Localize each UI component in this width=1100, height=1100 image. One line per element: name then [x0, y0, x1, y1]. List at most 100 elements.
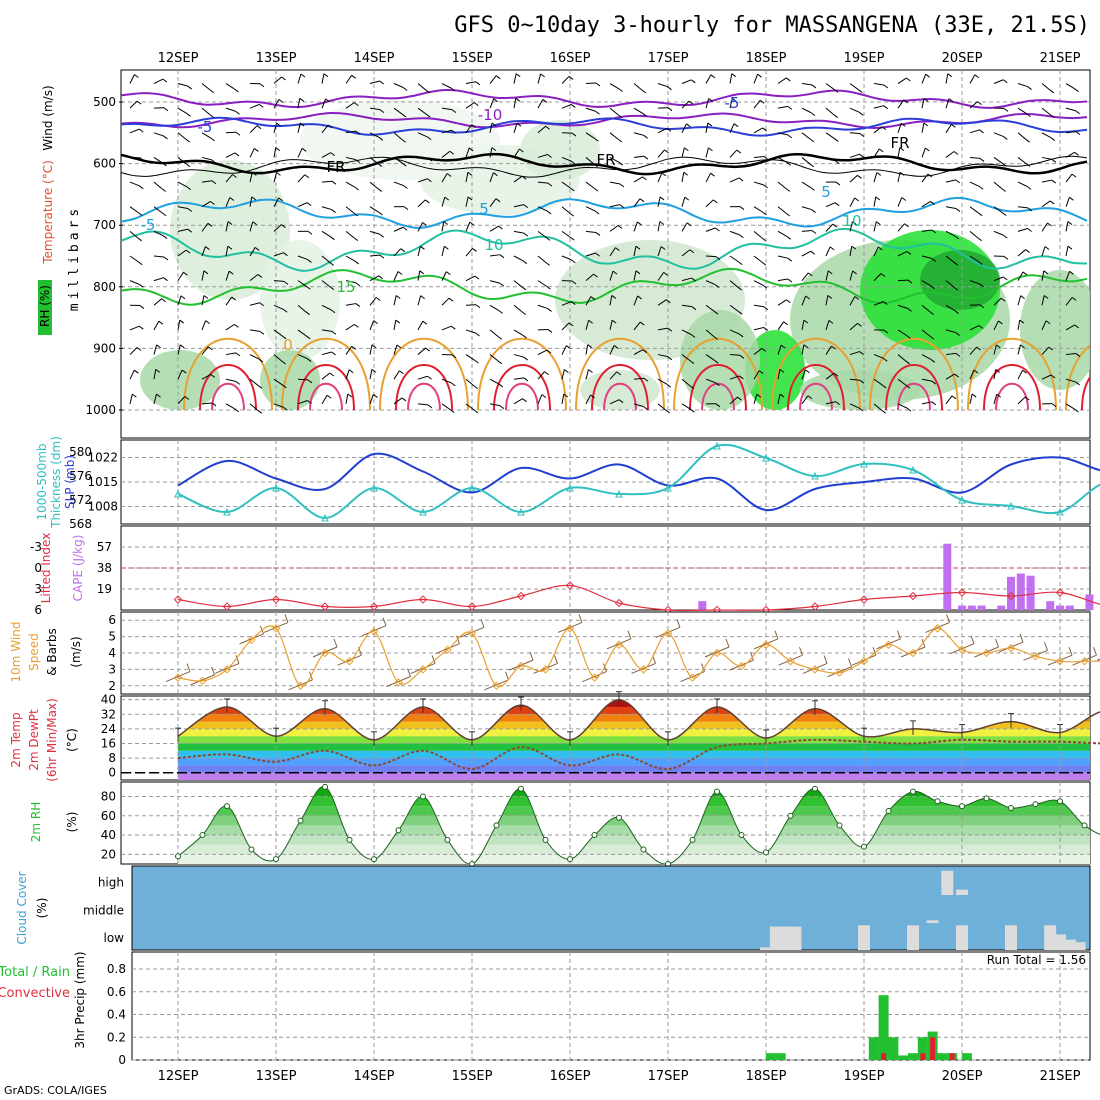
wind-barb: [417, 107, 427, 115]
wind-barb-flag: [811, 230, 817, 234]
wind-barb-flag: [1045, 320, 1051, 325]
wind10m-barb: [533, 662, 558, 674]
wind-barb: [849, 174, 858, 183]
wind-barb-flag: [635, 245, 641, 250]
wind-barb-flag: [905, 360, 910, 365]
wind-label-1: 10m Wind: [9, 622, 23, 683]
wind-barb: [633, 155, 644, 158]
wind-barb: [345, 130, 356, 134]
wind-barb-flag: [354, 323, 359, 328]
wind-barb-flag: [134, 369, 139, 374]
warm-contour: [897, 382, 931, 411]
wind-barb-flag: [155, 368, 161, 373]
wind-barb-flag: [163, 107, 169, 112]
wind-barb: [681, 196, 686, 207]
date-label-top: 15SEP: [452, 51, 493, 66]
wind10m-barb-flag: [725, 638, 730, 648]
wind-barb: [681, 123, 687, 134]
wind-barb: [801, 206, 812, 211]
wind-barb: [945, 373, 955, 380]
wind10m-barb: [778, 654, 803, 666]
wind-barb-flag: [1067, 245, 1073, 250]
wind-barb-flag: [570, 160, 576, 165]
rh-point: [199, 832, 206, 839]
wind-barb-flag: [737, 310, 743, 315]
wind10m-barb: [925, 621, 950, 633]
wind-barb: [201, 201, 211, 208]
wind-barb: [489, 225, 499, 232]
wind-barb-flag: [306, 358, 312, 362]
wind-barb-flag: [974, 74, 980, 79]
wind-barb: [945, 304, 955, 311]
cloud-level-label: low: [104, 931, 125, 945]
wind-barb: [345, 323, 355, 331]
wind-barb: [873, 148, 880, 158]
wind-barb: [921, 122, 925, 133]
warm-contour: [281, 337, 371, 411]
wind-barb-flag: [663, 271, 668, 276]
wind-barb: [369, 275, 379, 282]
wind-barb: [273, 403, 284, 408]
wind-barb: [705, 122, 709, 133]
cape-bar: [1026, 575, 1035, 610]
wind-barb-flag: [691, 277, 696, 282]
wind-barb-flag: [252, 221, 258, 226]
wind-barb: [441, 325, 452, 331]
wind10m-point: [1006, 643, 1016, 653]
thickness-point: [909, 465, 917, 474]
wind-barb: [321, 152, 332, 158]
contour-label: 10: [842, 212, 861, 230]
wind-barb: [489, 280, 500, 284]
wind-barb: [1017, 344, 1021, 355]
wind-barb-flag: [378, 275, 384, 280]
wind-barb: [465, 403, 475, 411]
wind10m-barb-flag: [1019, 633, 1024, 643]
wind-barb-flag: [137, 237, 142, 242]
wind10m-barb: [704, 646, 730, 658]
wind-barb-flag: [325, 98, 330, 103]
wind-barb-flag: [163, 277, 168, 282]
wind-barb-flag: [547, 154, 552, 158]
wind-barb: [1065, 403, 1075, 410]
precip-tick: 0.4: [107, 1008, 126, 1022]
cloud-bar: [941, 870, 954, 895]
wind-barb: [393, 271, 399, 281]
contour-label: FR: [326, 158, 345, 176]
wind-barb: [705, 255, 717, 258]
wind-barb: [1065, 271, 1071, 281]
wind-barb-flag: [373, 320, 378, 324]
wind10m-point: [933, 624, 942, 633]
wind-barb-flag: [1047, 222, 1052, 227]
wind-barb-flag: [158, 320, 164, 325]
slp-tick: 1008: [87, 500, 118, 514]
wind-barb-flag: [427, 375, 432, 380]
wind-barb: [201, 83, 211, 91]
wind-barb-flag: [979, 283, 984, 288]
wind-barb-flag: [544, 371, 549, 376]
wind-barb-flag: [827, 270, 833, 275]
wind10m-point: [541, 665, 550, 674]
wind-barb: [729, 375, 740, 380]
convective-bar: [920, 1053, 926, 1060]
temp-band: [178, 750, 1090, 759]
wind-barb: [225, 174, 233, 183]
precip-bar: [898, 1055, 909, 1060]
wind-barb-flag: [667, 86, 672, 91]
wind-barb-flag: [689, 385, 695, 389]
wind-barb-flag: [304, 174, 310, 179]
wind-barb: [1065, 83, 1075, 90]
wind-barb-flag: [805, 369, 810, 374]
wind-barb-flag: [522, 334, 527, 339]
wind-barb: [321, 329, 332, 332]
wind-barb: [609, 107, 619, 115]
wind-barb: [873, 301, 884, 306]
wind-barb-flag: [515, 97, 521, 102]
wind-barb-flag: [276, 171, 281, 176]
wind-barb: [345, 255, 355, 262]
wind-barb-flag: [783, 321, 789, 326]
wind-barb-flag: [397, 271, 403, 275]
wind-barb: [921, 229, 932, 232]
wind-barb-flag: [923, 97, 929, 102]
wind-barb-flag: [690, 333, 696, 338]
